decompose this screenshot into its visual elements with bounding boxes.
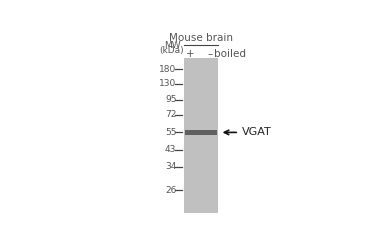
Text: –: – [207, 49, 213, 59]
Text: Mouse brain: Mouse brain [169, 34, 233, 43]
Text: 43: 43 [165, 145, 176, 154]
Text: 34: 34 [165, 162, 176, 171]
Text: VGAT: VGAT [242, 128, 272, 138]
Text: 95: 95 [165, 95, 176, 104]
Text: (kDa): (kDa) [160, 46, 184, 55]
Text: 130: 130 [159, 80, 176, 88]
Text: 180: 180 [159, 65, 176, 74]
Text: boiled: boiled [214, 49, 246, 59]
Text: 55: 55 [165, 128, 176, 137]
Text: 72: 72 [165, 110, 176, 119]
Text: +: + [186, 49, 195, 59]
Text: MW: MW [164, 41, 180, 50]
Text: 26: 26 [165, 186, 176, 195]
Bar [186, 130, 217, 134]
